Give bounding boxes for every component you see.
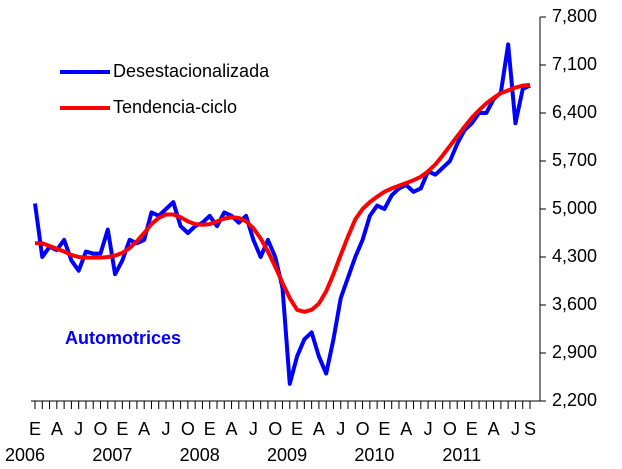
x-tick-label: A <box>400 419 412 439</box>
year-label: 2008 <box>180 445 220 465</box>
y-tick-label: 5,000 <box>552 198 597 218</box>
x-tick-label: O <box>268 419 282 439</box>
year-label: 2009 <box>267 445 307 465</box>
y-tick-label: 6,400 <box>552 102 597 122</box>
x-tick-label: J <box>74 419 83 439</box>
legend-label: Tendencia-ciclo <box>113 97 237 117</box>
x-tick-label: O <box>94 419 108 439</box>
x-tick-label: A <box>51 419 63 439</box>
x-tick-label: E <box>466 419 478 439</box>
x-tick-label: E <box>291 419 303 439</box>
y-tick-label: 7,800 <box>552 6 597 26</box>
x-tick-label: S <box>524 419 536 439</box>
x-tick-label: A <box>488 419 500 439</box>
year-label: 2010 <box>354 445 394 465</box>
x-tick-label: J <box>162 419 171 439</box>
x-tick-label: E <box>29 419 41 439</box>
x-tick-label: O <box>356 419 370 439</box>
y-tick-label: 7,100 <box>552 54 597 74</box>
x-tick-label: J <box>249 419 258 439</box>
x-tick-label: A <box>138 419 150 439</box>
series-line <box>35 82 531 314</box>
x-tick-label: A <box>313 419 325 439</box>
x-tick-label: J <box>424 419 433 439</box>
year-label: 2011 <box>442 445 481 465</box>
y-tick-label: 2,200 <box>552 390 597 410</box>
annotation: Automotrices <box>65 328 181 348</box>
x-tick-label: J <box>511 419 520 439</box>
x-tick-label: O <box>443 419 457 439</box>
x-tick-label: J <box>336 419 345 439</box>
y-tick-label: 3,600 <box>552 294 597 314</box>
x-tick-label: O <box>181 419 195 439</box>
x-tick-label: A <box>226 419 238 439</box>
y-tick-label: 5,700 <box>552 150 597 170</box>
x-tick-label: E <box>116 419 128 439</box>
y-tick-label: 2,900 <box>552 342 597 362</box>
series-line <box>33 42 531 386</box>
year-label: 2007 <box>92 445 132 465</box>
x-tick-label: E <box>204 419 216 439</box>
x-tick-label: E <box>378 419 390 439</box>
year-label: 2006 <box>5 445 45 465</box>
legend-label: Desestacionalizada <box>113 61 270 81</box>
y-tick-label: 4,300 <box>552 246 597 266</box>
